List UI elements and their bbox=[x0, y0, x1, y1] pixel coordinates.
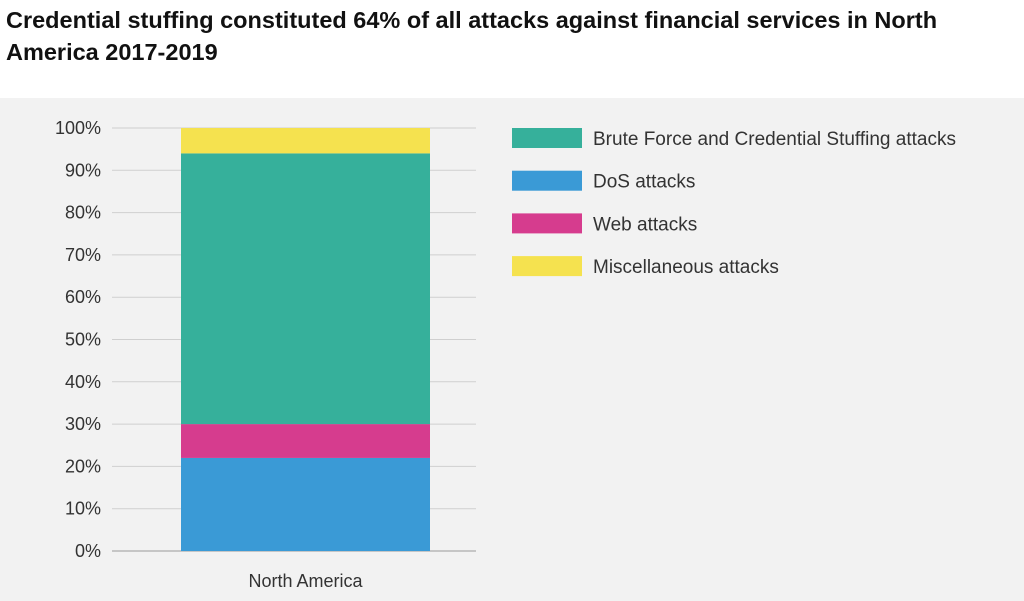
y-tick-label: 40% bbox=[65, 372, 101, 392]
bars bbox=[181, 128, 430, 551]
y-tick-label: 100% bbox=[55, 118, 101, 138]
bar-segment-web-attacks bbox=[181, 424, 430, 458]
bar-segment-brute-force-and-credential-stuffing-attacks bbox=[181, 153, 430, 425]
y-tick-label: 30% bbox=[65, 414, 101, 434]
y-tick-label: 20% bbox=[65, 456, 101, 476]
legend-swatch-dos-attacks bbox=[512, 170, 582, 191]
legend-swatch-brute-force-and-credential-stuffing-attacks bbox=[512, 128, 582, 148]
legend-swatch-web-attacks bbox=[512, 213, 582, 234]
legend-label-brute-force-and-credential-stuffing-attacks: Brute Force and Credential Stuffing atta… bbox=[593, 129, 956, 150]
y-tick-label: 10% bbox=[65, 499, 101, 519]
legend-label-dos-attacks: DoS attacks bbox=[593, 172, 695, 193]
legend: Brute Force and Credential Stuffing atta… bbox=[512, 128, 956, 278]
legend-label-web-attacks: Web attacks bbox=[593, 214, 697, 235]
y-tick-label: 70% bbox=[65, 245, 101, 265]
legend-swatch-miscellaneous-attacks bbox=[512, 256, 582, 277]
y-tick-label: 50% bbox=[65, 330, 101, 350]
bar-segment-miscellaneous-attacks bbox=[181, 128, 430, 154]
x-category-label: North America bbox=[248, 571, 363, 591]
bar-segment-dos-attacks bbox=[181, 457, 430, 551]
y-tick-label: 80% bbox=[65, 203, 101, 223]
y-tick-label: 0% bbox=[75, 541, 101, 561]
y-axis-ticks: 0% 10% 20% 30% 40% 50% 60% 70% 80% 90% 100% bbox=[55, 118, 101, 561]
y-tick-label: 60% bbox=[65, 287, 101, 307]
chart-title: Credential stuffing constituted 64% of a… bbox=[6, 7, 938, 65]
legend-label-miscellaneous-attacks: Miscellaneous attacks bbox=[593, 257, 779, 278]
y-tick-label: 90% bbox=[65, 160, 101, 180]
x-axis-categories: North America bbox=[248, 571, 363, 591]
